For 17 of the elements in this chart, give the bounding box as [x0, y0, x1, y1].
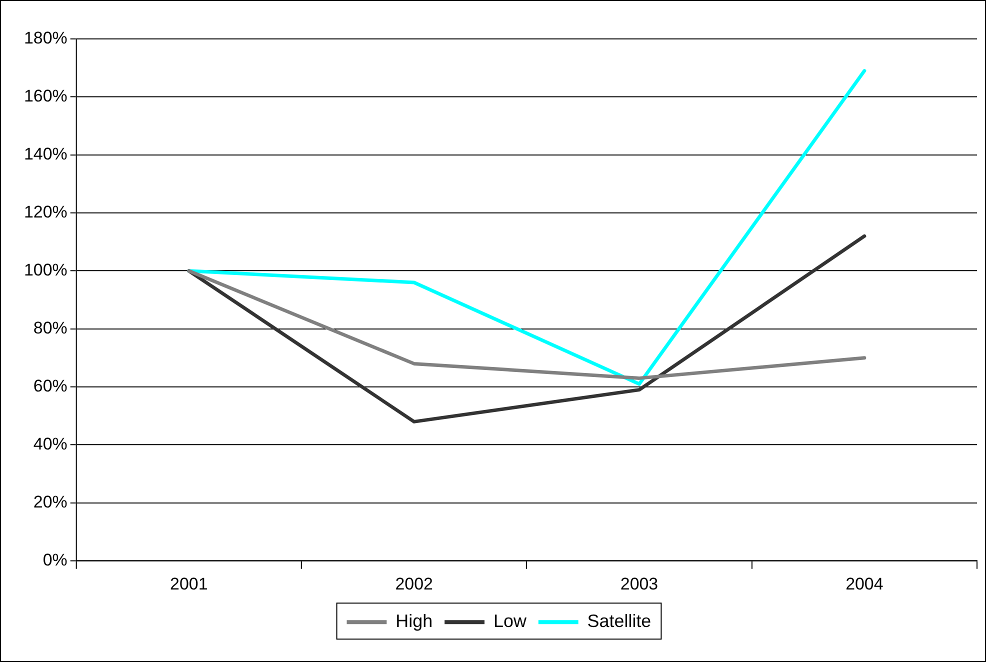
y-tick-label: 20% [33, 492, 68, 512]
y-tick-label: 100% [24, 260, 68, 280]
y-tick-label: 120% [24, 202, 68, 222]
y-tick-label: 140% [24, 144, 68, 164]
y-tick-label: 80% [33, 318, 68, 338]
x-tick-label: 2004 [846, 574, 884, 594]
y-tick-label: 60% [33, 376, 68, 396]
x-tick-label: 2002 [395, 574, 433, 594]
legend-label: Satellite [587, 611, 652, 632]
legend-label: Low [493, 611, 526, 632]
y-tick-label: 160% [24, 86, 68, 106]
x-tick-label: 2003 [620, 574, 658, 594]
x-tick-label: 2001 [170, 574, 208, 594]
y-tick-label: 0% [42, 550, 68, 570]
y-tick-label: 40% [33, 434, 68, 454]
legend-label: High [396, 611, 433, 632]
y-tick-label: 180% [24, 28, 68, 48]
